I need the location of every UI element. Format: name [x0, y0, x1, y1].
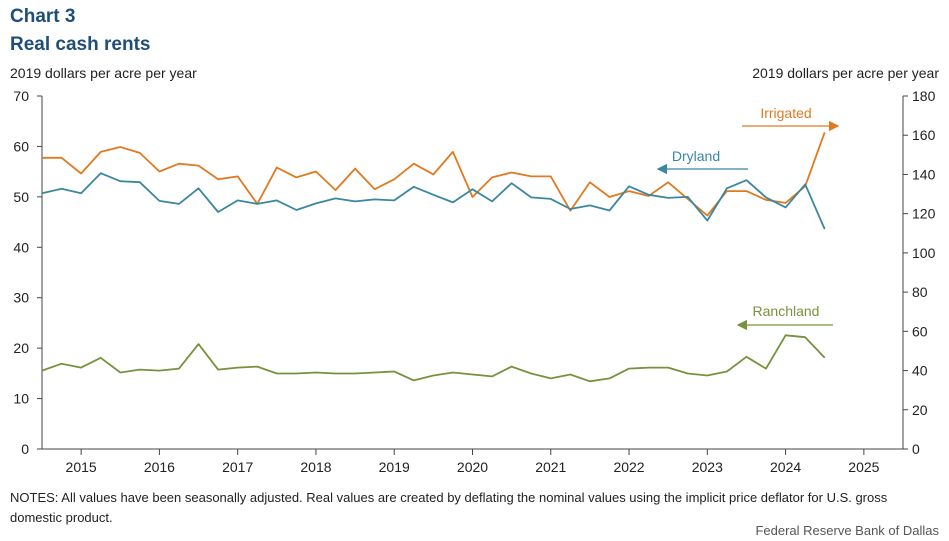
- x-tick-label: 2019: [379, 459, 410, 475]
- left-tick-label: 70: [13, 88, 29, 104]
- right-tick-label: 80: [912, 284, 928, 300]
- x-tick-label: 2020: [457, 459, 488, 475]
- chart-number: Chart 3: [10, 6, 76, 27]
- left-axis-title: 2019 dollars per acre per year: [10, 65, 197, 81]
- right-tick-label: 180: [912, 88, 936, 104]
- x-tick-label: 2025: [848, 459, 879, 475]
- x-tick-label: 2021: [535, 459, 566, 475]
- left-tick-label: 60: [13, 138, 29, 154]
- x-tick-label: 2018: [300, 459, 331, 475]
- right-tick-label: 20: [912, 402, 928, 418]
- left-tick-label: 50: [13, 189, 29, 205]
- x-tick-label: 2023: [692, 459, 723, 475]
- x-tick-label: 2015: [66, 459, 97, 475]
- right-tick-label: 160: [912, 127, 936, 143]
- x-tick-label: 2017: [222, 459, 253, 475]
- right-axis-title: 2019 dollars per acre per year: [752, 65, 939, 81]
- right-tick-label: 0: [912, 441, 920, 457]
- right-tick-label: 100: [912, 245, 936, 261]
- right-tick-label: 120: [912, 206, 936, 222]
- right-tick-label: 60: [912, 323, 928, 339]
- left-tick-label: 10: [13, 391, 29, 407]
- series-line-dryland: [41, 172, 826, 230]
- chart-title: Real cash rents: [10, 34, 151, 55]
- legend-label-dryland: Dryland: [672, 148, 720, 164]
- left-tick-label: 0: [21, 441, 29, 457]
- series-line-ranchland: [41, 334, 826, 383]
- right-tick-label: 40: [912, 363, 928, 379]
- source-credit: Federal Reserve Bank of Dallas: [755, 523, 939, 538]
- legend-label-ranchland: Ranchland: [753, 303, 820, 319]
- left-tick-label: 40: [13, 239, 29, 255]
- x-tick-label: 2016: [144, 459, 175, 475]
- x-tick-label: 2022: [613, 459, 644, 475]
- right-tick-label: 140: [912, 166, 936, 182]
- x-tick-label: 2024: [770, 459, 801, 475]
- series-line-irrigated: [42, 131, 826, 217]
- chart-notes: NOTES: All values have been seasonally a…: [10, 490, 888, 525]
- left-tick-label: 20: [13, 340, 29, 356]
- legend-label-irrigated: Irrigated: [760, 105, 811, 121]
- left-tick-label: 30: [13, 290, 29, 306]
